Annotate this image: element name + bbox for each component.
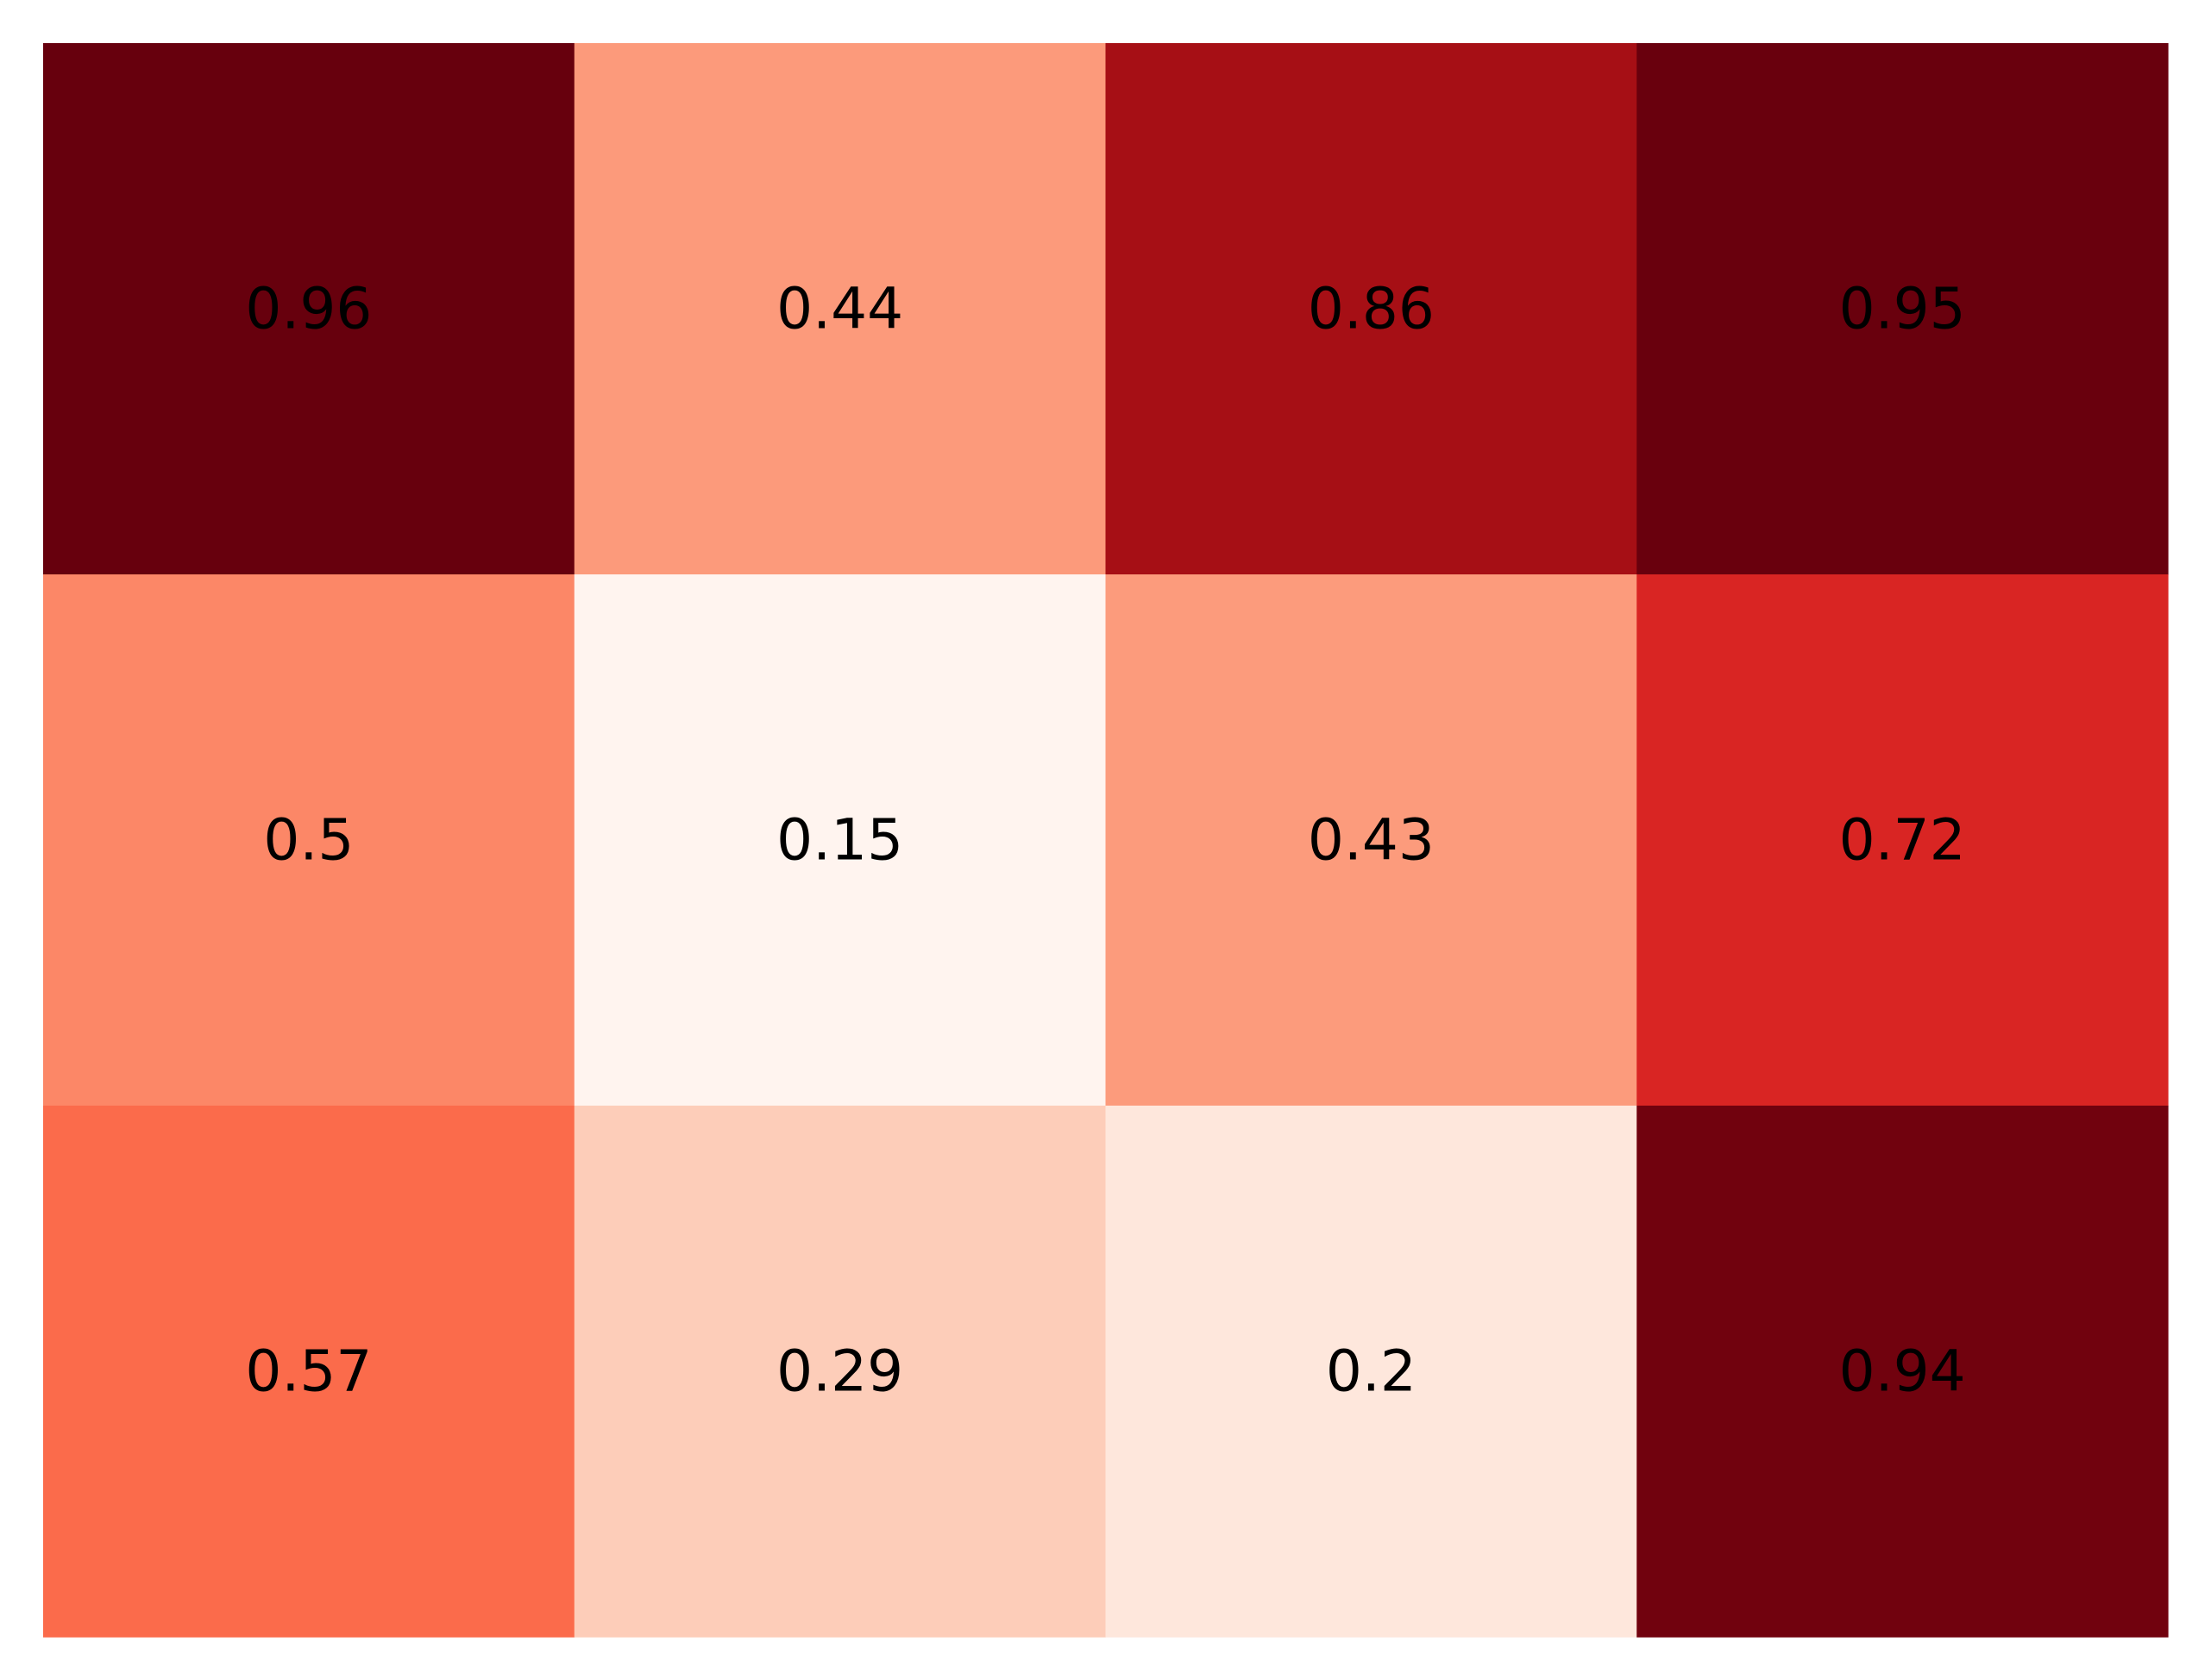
heatmap-cell-r1-c3 [1636,574,2169,1106]
heatmap-cell-r1-c0 [43,574,575,1106]
heatmap-cell-label-r2-c0: 0.57 [245,1338,372,1405]
heatmap-cell-r0-c0 [43,43,575,575]
heatmap-cell-label-r1-c3: 0.72 [1839,807,1966,874]
heatmap-cell-r1-c1 [574,574,1107,1106]
heatmap-cell-r0-c2 [1105,43,1637,575]
heatmap-cell-r0-c3 [1636,43,2169,575]
heatmap-cells [43,43,2169,1638]
heatmap-cell-r1-c2 [1105,574,1637,1106]
heatmap-cell-label-r1-c0: 0.5 [263,807,354,874]
heatmap-cell-r0-c1 [574,43,1107,575]
heatmap-cell-label-r0-c1: 0.44 [776,276,903,342]
heatmap-cell-label-r0-c2: 0.86 [1308,276,1435,342]
heatmap-cell-r2-c2 [1105,1106,1637,1638]
heatmap-cell-label-r2-c3: 0.94 [1839,1338,1966,1405]
heatmap-cell-labels: 0.96 0.44 0.86 0.95 0.5 0.15 0.43 0.72 0.57 0.29 0… [245,276,1965,1405]
heatmap-cell-label-r2-c2: 0.2 [1326,1338,1416,1405]
heatmap-cell-label-r0-c0: 0.96 [245,276,372,342]
heatmap-cell-r2-c0 [43,1106,575,1638]
heatmap-cell-r2-c3 [1636,1106,2169,1638]
heatmap-cell-r2-c1 [574,1106,1107,1638]
heatmap-cell-label-r1-c2: 0.43 [1308,807,1435,874]
heatmap-cell-label-r2-c1: 0.29 [776,1338,903,1405]
heatmap-cell-label-r1-c1: 0.15 [776,807,903,874]
heatmap-cell-label-r0-c3: 0.95 [1839,276,1966,342]
